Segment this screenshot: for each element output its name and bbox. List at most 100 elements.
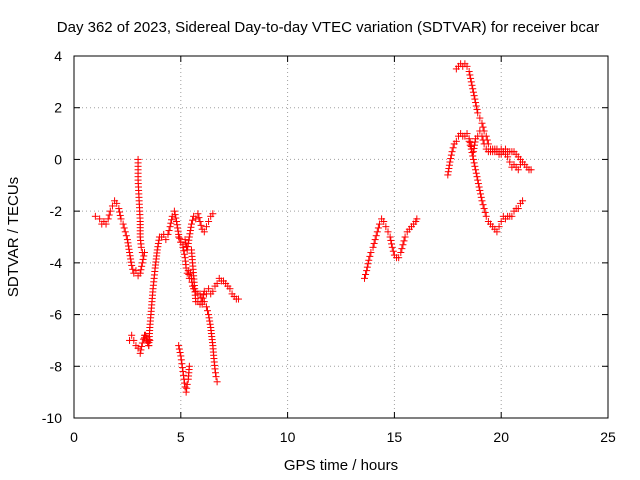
data-point bbox=[234, 295, 242, 303]
data-point bbox=[128, 261, 136, 269]
data-point bbox=[145, 342, 153, 350]
data-point bbox=[176, 234, 184, 242]
data-point bbox=[170, 207, 178, 215]
data-point bbox=[177, 352, 185, 360]
data-point bbox=[205, 217, 213, 225]
data-point bbox=[495, 223, 503, 231]
data-point bbox=[104, 215, 112, 223]
data-point bbox=[468, 149, 476, 157]
data-point bbox=[184, 243, 192, 251]
x-axis-label: GPS time / hours bbox=[284, 457, 398, 474]
data-point bbox=[474, 176, 482, 184]
data-point bbox=[124, 239, 132, 247]
data-point bbox=[387, 236, 395, 244]
data-point bbox=[168, 216, 176, 224]
data-point bbox=[389, 247, 397, 255]
data-point bbox=[362, 270, 370, 278]
data-point bbox=[466, 141, 474, 149]
data-point bbox=[137, 346, 145, 354]
data-point bbox=[482, 212, 490, 220]
data-point bbox=[471, 162, 479, 170]
x-tick-label: 10 bbox=[280, 429, 296, 445]
data-point bbox=[122, 232, 130, 240]
data-point bbox=[212, 369, 220, 377]
data-point bbox=[212, 373, 220, 381]
y-tick-label: -2 bbox=[50, 203, 63, 219]
data-point bbox=[206, 317, 214, 325]
data-point bbox=[463, 62, 471, 70]
data-point bbox=[204, 307, 211, 315]
data-point bbox=[469, 88, 477, 96]
data-point bbox=[397, 249, 405, 257]
data-point bbox=[388, 243, 396, 251]
data-point bbox=[370, 239, 378, 247]
data-point bbox=[483, 136, 491, 144]
data-point bbox=[153, 246, 161, 254]
data-point bbox=[463, 130, 471, 138]
data-point bbox=[452, 137, 460, 145]
data-point bbox=[365, 256, 373, 264]
data-point bbox=[173, 221, 181, 229]
grid-lines bbox=[74, 56, 608, 418]
data-point bbox=[465, 137, 473, 145]
data-point bbox=[175, 342, 183, 350]
data-point bbox=[478, 119, 486, 127]
data-point bbox=[179, 243, 187, 251]
data-point bbox=[226, 285, 234, 293]
data-point bbox=[448, 148, 456, 156]
data-point bbox=[472, 102, 480, 110]
data-point bbox=[120, 224, 128, 232]
data-point bbox=[445, 164, 453, 172]
data-point bbox=[202, 223, 210, 231]
data-point bbox=[476, 114, 484, 122]
data-point bbox=[174, 224, 182, 232]
data-point bbox=[192, 215, 200, 223]
data-point bbox=[181, 236, 189, 244]
data-point bbox=[447, 151, 455, 159]
data-point bbox=[477, 193, 485, 201]
data-point bbox=[444, 171, 452, 179]
data-point bbox=[200, 228, 208, 236]
data-point bbox=[471, 95, 479, 103]
y-tick-label: 2 bbox=[54, 100, 62, 116]
data-point bbox=[106, 207, 114, 215]
data-point bbox=[180, 247, 188, 255]
data-point bbox=[363, 267, 371, 275]
data-point bbox=[469, 155, 477, 163]
data-point bbox=[474, 180, 482, 188]
data-point bbox=[467, 145, 475, 153]
data-point bbox=[480, 127, 488, 135]
data-point bbox=[178, 360, 186, 368]
data-point bbox=[129, 265, 137, 273]
data-point bbox=[471, 138, 479, 146]
data-point bbox=[130, 336, 138, 344]
data-point bbox=[449, 144, 457, 152]
x-tick-label: 15 bbox=[387, 429, 403, 445]
data-point bbox=[371, 236, 379, 244]
data-point bbox=[205, 311, 213, 319]
data-point bbox=[374, 224, 382, 232]
data-point bbox=[375, 220, 383, 228]
data-point bbox=[185, 233, 193, 241]
data-point bbox=[180, 250, 188, 258]
y-tick-label: -8 bbox=[50, 358, 63, 374]
data-point bbox=[473, 173, 481, 181]
data-point bbox=[121, 228, 129, 236]
data-point bbox=[209, 287, 217, 295]
data-point bbox=[373, 228, 381, 236]
data-point bbox=[117, 215, 125, 223]
data-point bbox=[162, 236, 170, 244]
data-point bbox=[182, 388, 190, 396]
data-point bbox=[367, 249, 375, 257]
data-point bbox=[171, 211, 179, 219]
data-point bbox=[168, 212, 176, 220]
data-point bbox=[196, 217, 204, 225]
data-point bbox=[185, 236, 193, 244]
data-point bbox=[527, 166, 535, 174]
data-point bbox=[116, 211, 124, 219]
data-point bbox=[91, 212, 99, 220]
data-point bbox=[146, 336, 154, 344]
data-point bbox=[469, 152, 477, 160]
data-point bbox=[213, 378, 221, 386]
